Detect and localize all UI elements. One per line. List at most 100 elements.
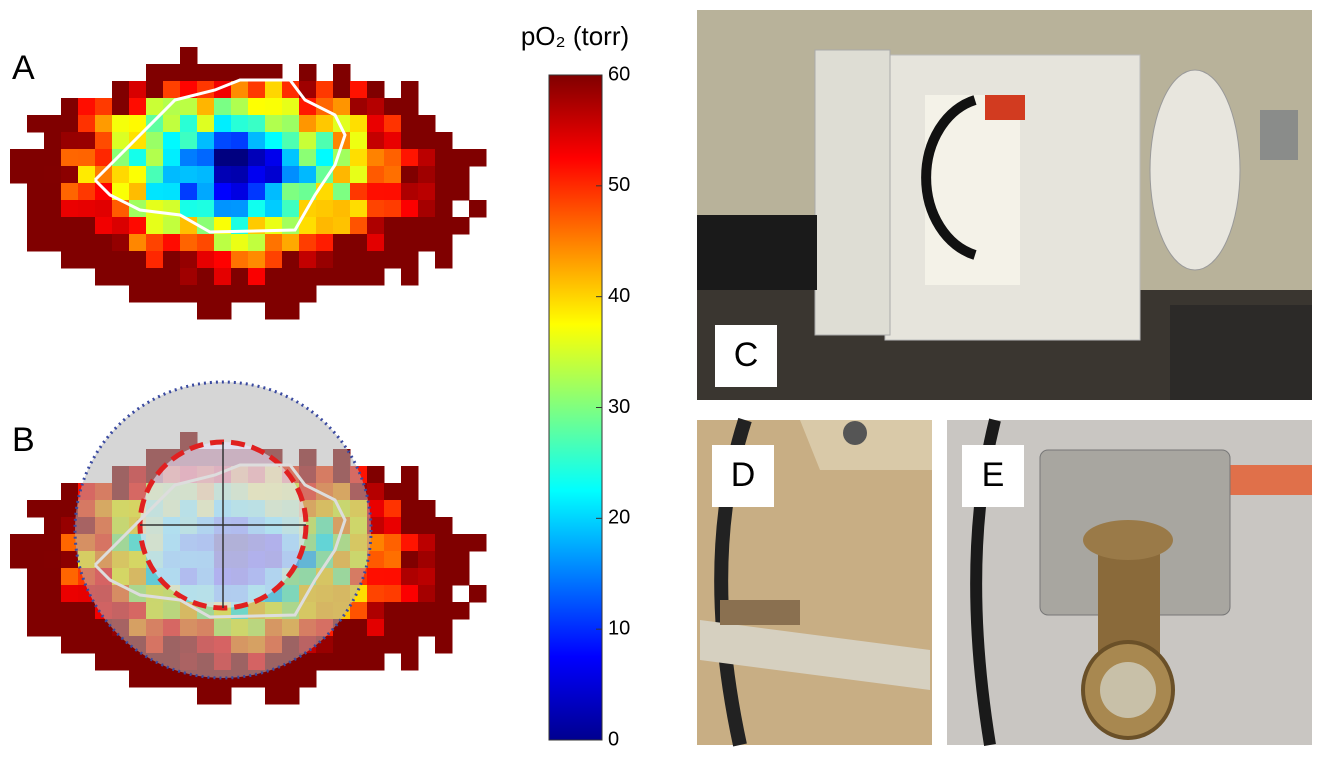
map-cell (180, 98, 198, 116)
map-cell (163, 670, 181, 688)
map-cell (129, 234, 147, 252)
colorbar (549, 75, 602, 740)
map-cell (452, 551, 470, 569)
map-cell (435, 568, 453, 586)
map-cell (350, 217, 368, 235)
map-cell (401, 619, 419, 637)
map-cell (367, 568, 385, 586)
overlay-b (75, 382, 371, 678)
map-cell (95, 183, 113, 201)
map-cell (350, 251, 368, 269)
map-cell (44, 200, 62, 218)
map-cell (44, 149, 62, 167)
map-cell (180, 234, 198, 252)
map-cell (367, 602, 385, 620)
map-cell (27, 602, 45, 620)
map-cell (129, 251, 147, 269)
map-cell (435, 602, 453, 620)
map-cell (146, 217, 164, 235)
map-cell (367, 115, 385, 133)
map-cell (282, 166, 300, 184)
map-cell (401, 568, 419, 586)
map-cell (197, 251, 215, 269)
map-cell (248, 251, 266, 269)
map-cell (214, 64, 232, 82)
map-cell (112, 653, 130, 671)
map-cell (112, 217, 130, 235)
map-cell (78, 636, 96, 654)
map-cell (350, 619, 368, 637)
map-cell (418, 602, 436, 620)
map-cell (299, 670, 317, 688)
map-cell (61, 619, 79, 637)
map-cell (282, 98, 300, 116)
map-cell (333, 636, 351, 654)
map-cell (163, 166, 181, 184)
map-cell (435, 619, 453, 637)
map-cell (435, 149, 453, 167)
map-cell (163, 132, 181, 150)
map-cell (350, 653, 368, 671)
map-cell (350, 132, 368, 150)
map-cell (265, 183, 283, 201)
map-cell (367, 636, 385, 654)
map-cell (248, 183, 266, 201)
map-cell (367, 653, 385, 671)
map-cell (401, 268, 419, 286)
map-cell (350, 98, 368, 116)
map-cell (78, 98, 96, 116)
map-cell (44, 602, 62, 620)
map-cell (418, 534, 436, 552)
map-cell (333, 64, 351, 82)
map-cell (146, 149, 164, 167)
map-cell (61, 636, 79, 654)
map-cell (265, 285, 283, 303)
map-cell (418, 166, 436, 184)
map-cell (299, 234, 317, 252)
map-cell (95, 653, 113, 671)
map-cell (112, 149, 130, 167)
map-cell (180, 132, 198, 150)
map-cell (401, 217, 419, 235)
map-cell (282, 200, 300, 218)
map-cell (61, 551, 79, 569)
map-cell (248, 81, 266, 99)
map-cell (401, 500, 419, 518)
map-cell (214, 166, 232, 184)
map-cell (44, 500, 62, 518)
tick-label: 40 (608, 285, 630, 307)
map-cell (401, 585, 419, 603)
map-cell (350, 636, 368, 654)
map-cell (248, 132, 266, 150)
map-cell (435, 636, 453, 654)
map-cell (316, 653, 334, 671)
map-cell (214, 98, 232, 116)
map-cell (316, 234, 334, 252)
map-cell (384, 585, 402, 603)
map-cell (197, 200, 215, 218)
map-cell (401, 636, 419, 654)
map-cell (384, 251, 402, 269)
map-cell (146, 64, 164, 82)
map-cell (384, 98, 402, 116)
map-cell (401, 200, 419, 218)
map-cell (112, 251, 130, 269)
map-cell (367, 81, 385, 99)
map-cell (367, 166, 385, 184)
map-cell (163, 268, 181, 286)
map-cell (197, 64, 215, 82)
map-cell (163, 285, 181, 303)
map-cell (44, 166, 62, 184)
map-cell (350, 149, 368, 167)
map-cell (10, 551, 28, 569)
map-cell (350, 602, 368, 620)
map-cell (129, 268, 147, 286)
map-cell (61, 251, 79, 269)
map-cell (265, 302, 283, 320)
map-cell (384, 619, 402, 637)
map-cell (112, 81, 130, 99)
map-cell (282, 268, 300, 286)
map-cell (282, 149, 300, 167)
map-cell (401, 483, 419, 501)
tick-label: 50 (608, 174, 630, 196)
